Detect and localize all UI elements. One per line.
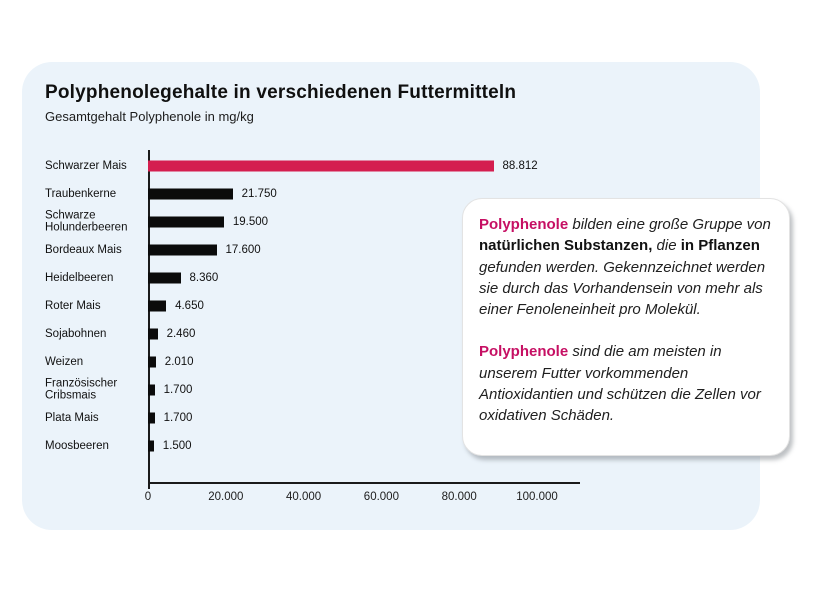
chart-row: Schwarzer Mais 88.812	[45, 152, 582, 180]
value-label: 19.500	[232, 216, 269, 228]
category-label: Schwarze Holunderbeeren	[45, 209, 128, 234]
value-label: 2.460	[166, 328, 196, 340]
bar	[148, 244, 217, 256]
text-segment: in Pflanzen	[680, 237, 760, 255]
text-segment: natürlichen Substanzen,	[479, 237, 653, 255]
value-label: 88.812	[502, 160, 538, 172]
category-label: Weizen	[45, 355, 84, 368]
info-box: Polyphenole bilden eine große Gruppe von…	[462, 198, 790, 456]
chart-row: Roter Mais 4.650	[45, 292, 582, 320]
category-label: Französischer Cribsmais	[45, 377, 118, 402]
x-tick-label: 20.000	[208, 491, 244, 503]
x-tick-label: 100.000	[516, 491, 558, 503]
value-label: 1.500	[162, 440, 192, 452]
x-tick-label: 0	[144, 491, 152, 503]
category-label: Traubenkerne	[45, 187, 117, 200]
value-label: 21.750	[241, 188, 277, 200]
chart-subtitle: Gesamtgehalt Polyphenole in mg/kg	[45, 109, 254, 124]
text-segment: gefunden werden. Gekennzeichnet werden s…	[479, 258, 766, 319]
info-paragraph: Polyphenole sind die am meisten in unser…	[479, 341, 773, 426]
category-label: Schwarzer Mais	[45, 159, 127, 172]
bar-chart: Schwarzer Mais 88.812 Traubenkerne 21.750 Sc…	[45, 152, 582, 460]
chart-row: Heidelbeeren 8.360	[45, 264, 582, 292]
chart-row: Französischer Cribsmais 1.700	[45, 376, 582, 404]
page-title: Polyphenolegehalte in verschiedenen Futt…	[45, 82, 517, 103]
category-label: Plata Mais	[45, 411, 99, 424]
text-segment: sind die am meisten in unserem Futter vo…	[479, 343, 761, 425]
x-tick-label: 40.000	[286, 491, 322, 503]
text-segment: die	[652, 237, 681, 255]
x-axis-line	[148, 482, 580, 484]
category-label: Heidelbeeren	[45, 271, 114, 284]
bar	[148, 440, 154, 452]
text-segment: Polyphenole	[479, 343, 569, 361]
bar	[148, 412, 155, 424]
value-label: 4.650	[175, 300, 204, 312]
value-label: 17.600	[225, 244, 261, 256]
text-segment: bilden eine große Gruppe von	[568, 216, 771, 233]
bar	[148, 384, 155, 396]
value-label: 1.700	[163, 384, 193, 396]
chart-row: Traubenkerne 21.750	[45, 180, 582, 208]
x-axis-zero-tick	[148, 482, 150, 489]
chart-row: Weizen 2.010	[45, 348, 582, 376]
bar	[148, 272, 181, 284]
category-label: Roter Mais	[45, 299, 101, 312]
chart-row: Moosbeeren 1.500	[45, 432, 582, 460]
x-tick-label: 80.000	[441, 491, 477, 503]
bar	[148, 300, 167, 312]
value-label: 2.010	[164, 356, 194, 368]
chart-row: Bordeaux Mais 17.600	[45, 236, 582, 264]
chart-row: Plata Mais 1.700	[45, 404, 582, 432]
x-tick-label: 60.000	[363, 491, 399, 503]
category-label: Sojabohnen	[45, 327, 107, 340]
x-axis-tick-labels: 0 20.000 40.000 60.000 80.000 100.000	[144, 491, 580, 507]
bar	[148, 356, 156, 368]
bar-highlighted	[148, 160, 494, 172]
text-segment: Polyphenole	[479, 216, 569, 233]
category-label: Bordeaux Mais	[45, 243, 122, 256]
bar	[148, 188, 233, 200]
category-label: Moosbeeren	[45, 439, 109, 452]
y-axis-line	[148, 150, 150, 483]
chart-row: Sojabohnen 2.460	[45, 320, 582, 348]
bar	[148, 216, 224, 228]
value-label: 8.360	[189, 272, 219, 284]
info-paragraph: Polyphenole bilden eine große Gruppe von…	[479, 214, 773, 320]
chart-row: Schwarze Holunderbeeren 19.500	[45, 208, 582, 236]
bar	[148, 328, 158, 340]
value-label: 1.700	[163, 412, 193, 424]
